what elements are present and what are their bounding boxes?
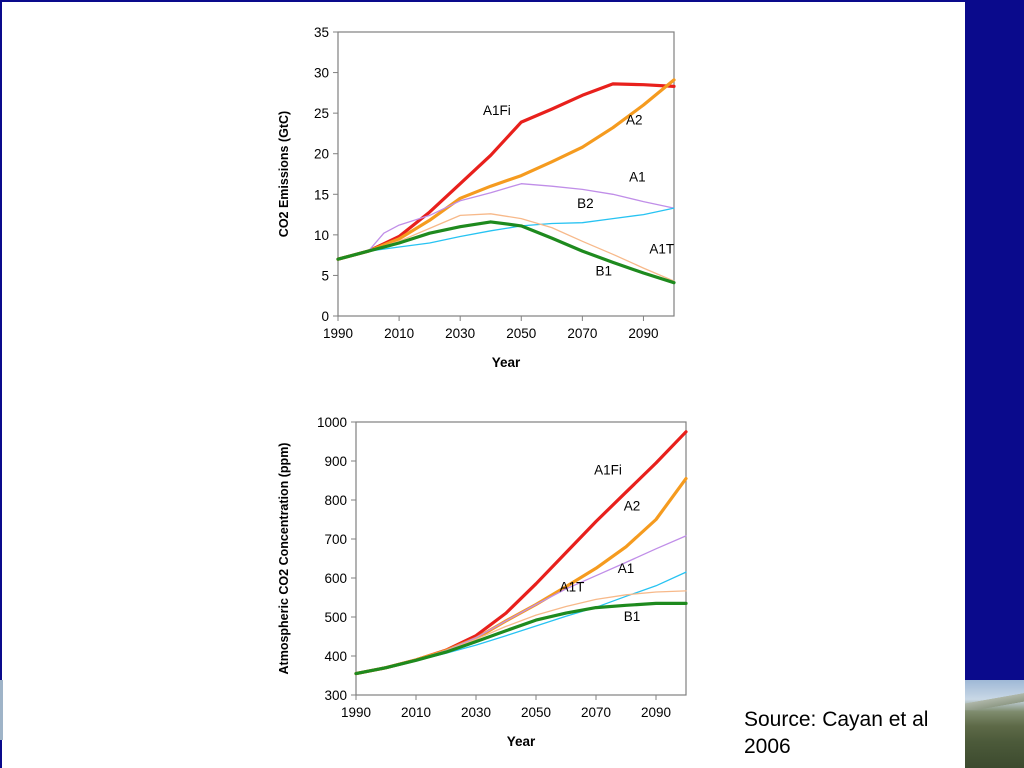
- chart2-x-tick-label: 2010: [401, 705, 431, 720]
- mountain-shape: [965, 692, 1024, 710]
- chart2-series-label-a2: A2: [624, 499, 641, 514]
- chart2-x-tick-label: 2050: [521, 705, 551, 720]
- chart2-plot-area: [355, 421, 687, 696]
- chart1-y-tick-label: 0: [321, 309, 329, 324]
- chart2-series-line-b1: [354, 601, 688, 676]
- chart2-series-label-a1fi: A1Fi: [594, 463, 622, 478]
- chart1-y-tick-label: 5: [321, 268, 329, 283]
- chart1-y-tick-label: 30: [314, 66, 329, 81]
- chart2-y-axis-title: Atmospheric CO2 Concentration (ppm): [277, 443, 291, 675]
- chart2-y-tick-label: 1000: [317, 415, 347, 430]
- chart2-x-tick-label: 2070: [581, 705, 611, 720]
- source-citation: Source: Cayan et al 2006: [744, 708, 929, 758]
- chart2-x-axis-title: Year: [507, 734, 536, 749]
- chart1-series-label-b2: B2: [577, 196, 594, 211]
- landscape-photo: [965, 680, 1024, 768]
- chart1-x-axis-title: Year: [492, 355, 521, 370]
- chart2-y-tick-label: 800: [324, 493, 347, 508]
- chart2-y-tick-label: 900: [324, 454, 347, 469]
- chart1-x-tick-label: 2070: [567, 326, 597, 341]
- chart2-series-label-a1: A1: [618, 561, 635, 576]
- chart1-x-tick-label: 2090: [628, 326, 658, 341]
- chart1-series-line-a2: [336, 78, 676, 261]
- chart2-series-label-a1t: A1T: [560, 580, 585, 595]
- chart2-y-tick-label: 300: [324, 688, 347, 703]
- emissions-chart: 0 5 10 15 20 25 30 35 1990 2010 2030 2050 2070 2090 Ye…: [277, 25, 676, 370]
- chart1-series-label-a1t: A1T: [649, 242, 674, 257]
- right-decorative-band: [965, 0, 1024, 768]
- chart2-y-tick-label: 700: [324, 532, 347, 547]
- chart1-x-tick-label: 1990: [323, 326, 353, 341]
- chart1-y-tick-label: 25: [314, 106, 329, 121]
- chart1-series-label-a1: A1: [629, 169, 646, 184]
- chart1-y-tick-label: 15: [314, 187, 329, 202]
- chart1-series-line-a1fi: [336, 82, 676, 261]
- chart1-x-tick-label: 2030: [445, 326, 475, 341]
- chart2-x-tick-label: 1990: [341, 705, 371, 720]
- chart1-y-tick-label: 35: [314, 25, 329, 40]
- chart1-series-label-b1: B1: [595, 263, 612, 278]
- chart2-series-label-b1: B1: [624, 609, 641, 624]
- chart1-series-line-a1: [337, 183, 675, 260]
- chart2-y-tick-label: 500: [324, 610, 347, 625]
- chart1-series-line-b2: [337, 207, 675, 260]
- chart1-series-label-a1fi: A1Fi: [483, 103, 511, 118]
- chart2-y-tick-label: 400: [324, 649, 347, 664]
- chart2-y-tick-label: 600: [324, 571, 347, 586]
- left-photo-edge: [0, 680, 3, 740]
- chart1-series-line-b1: [336, 220, 676, 285]
- chart1-y-axis-title: CO2 Emissions (GtC): [277, 111, 291, 237]
- chart2-x-tick-label: 2030: [461, 705, 491, 720]
- concentration-chart: 300 400 500 600 700 800 900 1000 1990 2010 2030 205…: [277, 415, 688, 749]
- chart1-plot-area: [337, 31, 675, 317]
- chart1-y-tick-label: 20: [314, 147, 329, 162]
- chart1-y-tick-label: 10: [314, 228, 329, 243]
- chart1-x-tick-label: 2010: [384, 326, 414, 341]
- chart1-x-tick-label: 2050: [506, 326, 536, 341]
- chart2-x-tick-label: 2090: [641, 705, 671, 720]
- chart1-series-label-a2: A2: [626, 113, 643, 128]
